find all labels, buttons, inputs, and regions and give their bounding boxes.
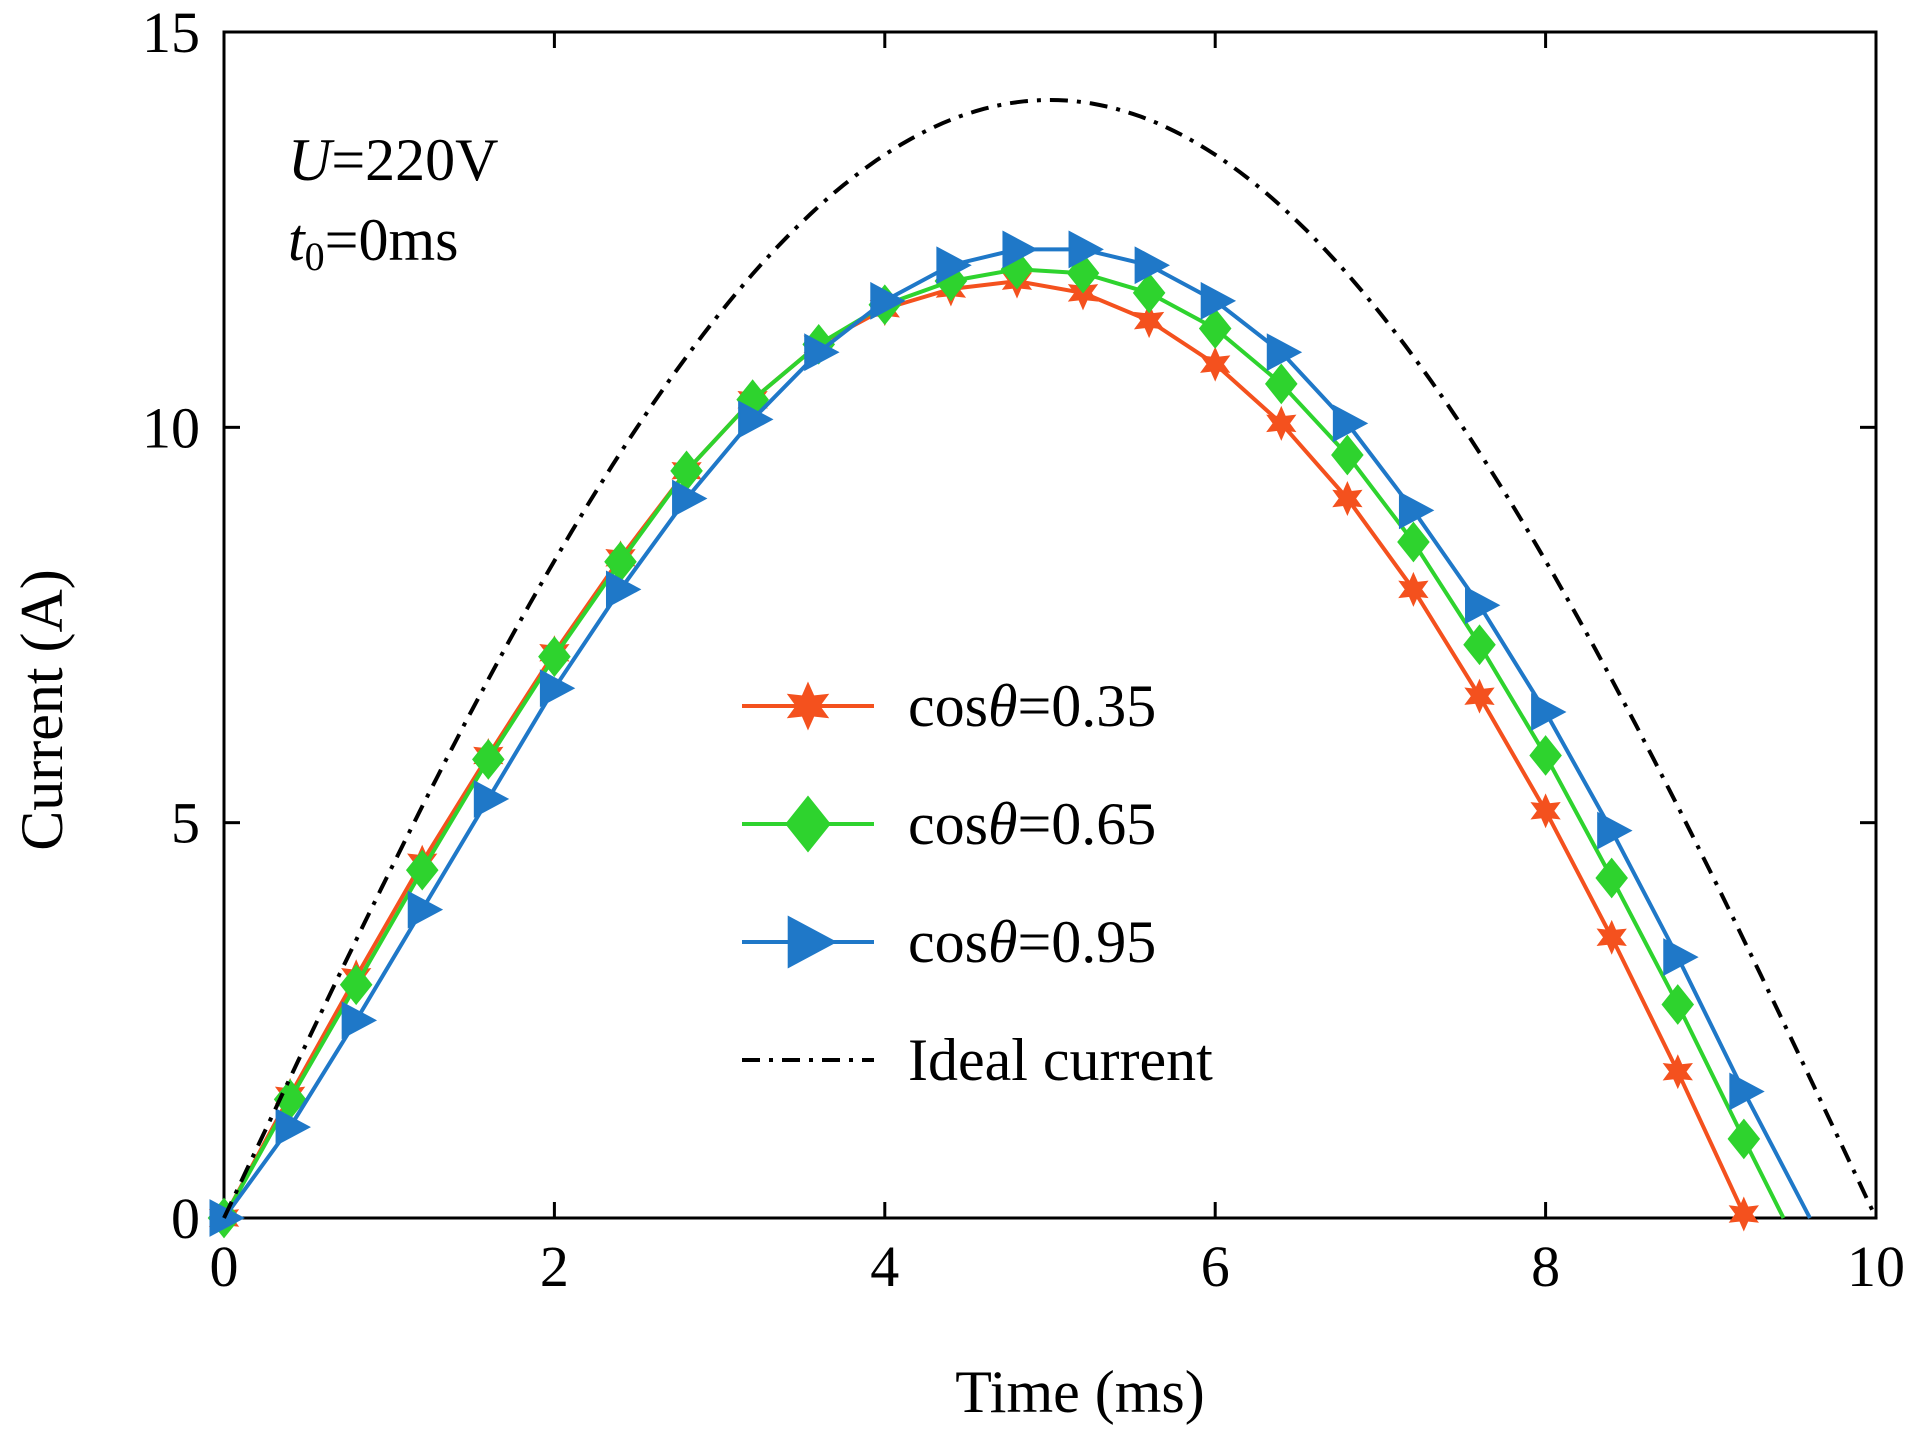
data-point <box>1464 678 1495 714</box>
legend-entry-0: cosθ=0.35 <box>742 673 1156 739</box>
series-2 <box>209 230 1812 1237</box>
data-point <box>1728 1196 1759 1232</box>
data-point <box>1661 984 1695 1025</box>
data-point <box>1068 230 1104 269</box>
y-axis-title: Current (A) <box>9 569 75 851</box>
legend-entry-1: cosθ=0.65 <box>742 791 1156 857</box>
data-point <box>804 333 840 372</box>
x-axis-title: Time (ms) <box>955 1359 1205 1425</box>
series-line <box>222 97 1878 1219</box>
axis-labels: Time (ms) Current (A) <box>9 569 1205 1425</box>
data-point <box>1727 1118 1761 1160</box>
x-tick-label: 2 <box>540 1234 569 1299</box>
data-point <box>1529 735 1562 776</box>
legend-label: cosθ=0.35 <box>908 673 1156 739</box>
data-point <box>473 780 510 818</box>
data-point <box>1530 793 1561 829</box>
legend-marker <box>785 795 831 853</box>
x-tick-label: 4 <box>870 1234 899 1299</box>
y-tick-label: 0 <box>171 1186 200 1251</box>
legend: cosθ=0.35 cosθ=0.65 cosθ=0.95 Ideal current <box>742 673 1213 1093</box>
axes: 0 2 4 6 8 10 0 5 10 15 <box>142 0 1905 1299</box>
data-point <box>1134 246 1170 285</box>
data-point <box>405 849 439 891</box>
series-line <box>222 279 1746 1219</box>
x-tick-label: 6 <box>1201 1234 1230 1299</box>
data-point <box>1397 521 1430 563</box>
series-group <box>207 97 1878 1239</box>
data-point <box>936 246 972 285</box>
data-point <box>1264 363 1298 405</box>
y-tick-label: 15 <box>142 0 200 65</box>
legend-marker <box>786 681 830 731</box>
data-point <box>605 570 642 609</box>
data-point <box>1200 346 1231 382</box>
data-point <box>870 281 906 320</box>
y-tick-label: 10 <box>142 395 200 460</box>
data-point <box>1331 434 1364 476</box>
data-point <box>1465 586 1501 625</box>
legend-label: cosθ=0.95 <box>908 909 1156 975</box>
data-point <box>341 1001 378 1040</box>
x-tick-label: 10 <box>1847 1234 1905 1299</box>
data-point <box>275 1108 311 1146</box>
data-point <box>738 400 774 439</box>
data-point <box>1066 252 1100 294</box>
data-point <box>1729 1072 1765 1111</box>
legend-label: cosθ=0.65 <box>908 791 1156 857</box>
data-point <box>1332 404 1369 443</box>
data-point <box>672 479 708 518</box>
x-tick-label: 8 <box>1531 1234 1560 1299</box>
data-point <box>1398 571 1429 607</box>
y-tick-label: 5 <box>171 791 200 856</box>
data-point <box>1332 481 1363 516</box>
data-point <box>1133 303 1165 339</box>
legend-marker <box>787 915 838 969</box>
data-point <box>1198 308 1232 349</box>
data-point <box>1002 230 1038 269</box>
series-3 <box>222 97 1878 1219</box>
data-point <box>1597 811 1633 850</box>
data-point <box>1596 919 1627 955</box>
legend-entry-2: cosθ=0.95 <box>742 909 1156 975</box>
plot-frame <box>222 30 1878 1220</box>
data-point <box>1266 405 1297 441</box>
data-point <box>1200 281 1237 320</box>
data-point <box>472 739 505 780</box>
annotations: U=220V t0=0ms <box>288 127 499 279</box>
data-point <box>539 669 576 708</box>
data-point <box>1132 272 1166 314</box>
data-point <box>339 964 373 1006</box>
legend-entry-3: Ideal current <box>742 1027 1213 1093</box>
data-point <box>538 636 571 677</box>
annotation-1: t0=0ms <box>288 207 459 279</box>
x-tick-label: 0 <box>210 1234 239 1299</box>
data-point <box>1662 1054 1693 1090</box>
data-point <box>1398 491 1435 530</box>
annotation-0: U=220V <box>288 127 499 193</box>
data-point <box>1531 693 1567 731</box>
data-point <box>1266 333 1303 372</box>
data-point <box>407 890 444 929</box>
data-point <box>1595 857 1628 899</box>
data-point <box>1463 624 1496 666</box>
legend-label: Ideal current <box>908 1027 1213 1093</box>
data-point <box>1663 938 1699 976</box>
